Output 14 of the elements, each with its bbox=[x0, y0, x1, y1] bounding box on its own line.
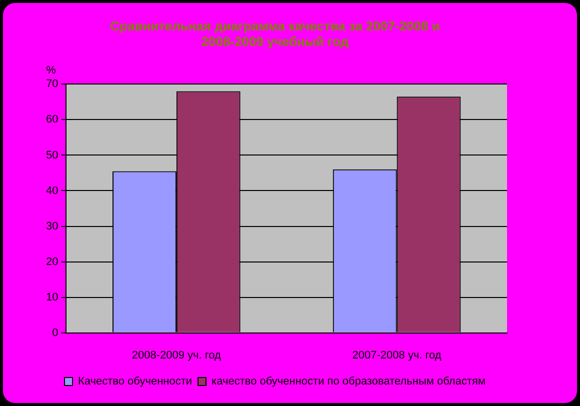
y-tick-label: 70 bbox=[46, 78, 58, 90]
y-tick-label: 20 bbox=[46, 256, 58, 268]
legend-label: качество обученности по образовательным областям bbox=[212, 376, 486, 388]
y-tick-label: 40 bbox=[46, 184, 58, 197]
y-tick-label: 0 bbox=[52, 326, 58, 339]
y-tick-label: 30 bbox=[46, 220, 58, 232]
legend-label: Качество обученности bbox=[78, 376, 192, 388]
y-axis-title: % bbox=[46, 64, 56, 77]
chart-title: Сравнительная диаграмма качества за 2007-2008 и 2008-2009 учебный год bbox=[110, 18, 440, 49]
y-tick-label: 60 bbox=[46, 114, 58, 126]
y-tick-label: 50 bbox=[46, 149, 58, 162]
y-tick-label: 10 bbox=[46, 291, 58, 304]
x-tick-label: 2007-2008 уч. год bbox=[352, 349, 442, 362]
x-tick-label: 2008-2009 уч. год bbox=[132, 349, 222, 362]
